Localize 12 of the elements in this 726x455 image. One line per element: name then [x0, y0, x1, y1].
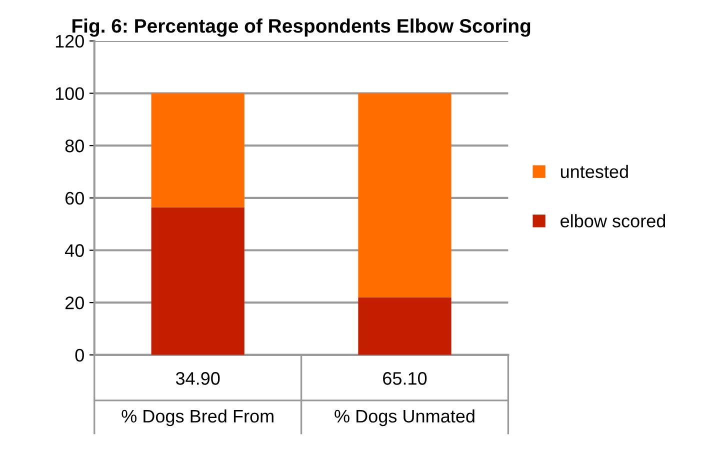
y-tick-label: 60	[65, 192, 84, 205]
category-label: 65.10 % Dogs Unmated	[334, 372, 474, 426]
y-tick-label: 100	[56, 87, 84, 100]
legend-label: untested	[560, 164, 628, 178]
category-label: 34.90 % Dogs Bred From	[122, 372, 274, 426]
chart-title: Fig. 6: Percentage of Respondents Elbow Scoring	[72, 18, 530, 37]
legend-label: elbow scored	[560, 214, 666, 228]
y-tick-label: 80	[65, 140, 84, 152]
y-tick-label: 120	[56, 34, 84, 48]
y-tick-label: 0	[75, 348, 84, 362]
y-tick-label: 20	[65, 296, 84, 310]
y-tick-label: 40	[64, 244, 84, 257]
